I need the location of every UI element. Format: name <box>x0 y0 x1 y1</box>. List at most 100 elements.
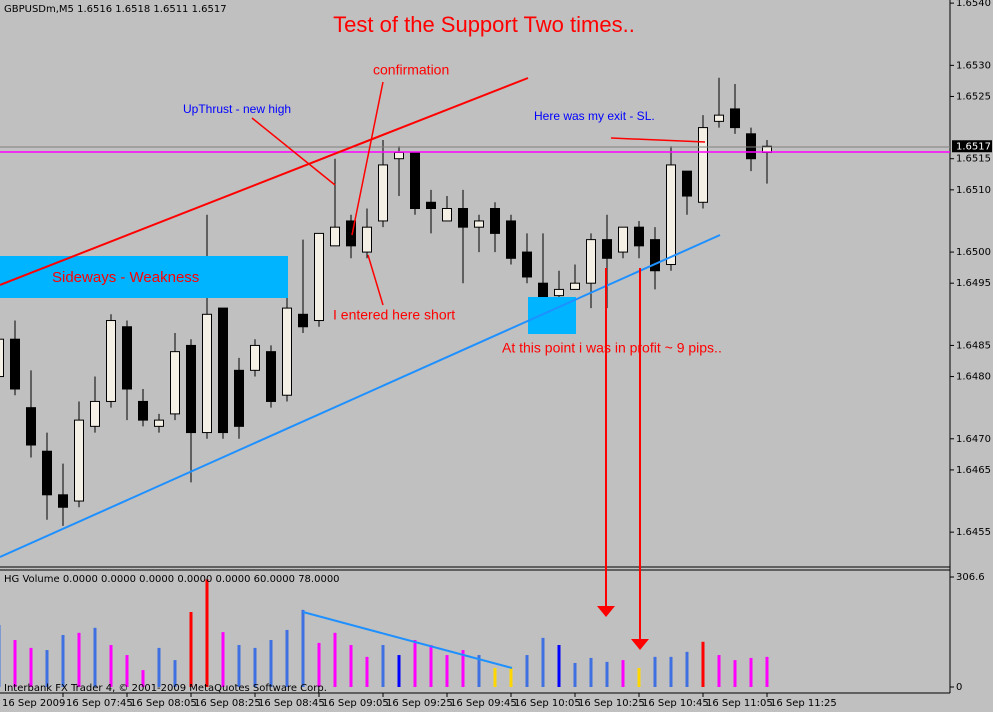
candle-body <box>170 351 180 415</box>
candle-body <box>122 326 132 390</box>
volume-bar <box>557 645 561 687</box>
volume-bar <box>573 662 577 687</box>
volume-bar <box>333 632 337 687</box>
x-tick-label: 16 Sep 08:45 <box>258 698 325 709</box>
volume-bar <box>493 667 497 687</box>
volume-bar <box>413 640 417 687</box>
x-tick-label: 16 Sep 10:45 <box>642 698 709 709</box>
pointer-line <box>351 81 384 236</box>
candle-body <box>458 208 468 228</box>
candle-body <box>506 220 516 259</box>
candle-body <box>202 313 212 434</box>
volume-bar <box>77 632 81 687</box>
candle-body <box>650 239 660 272</box>
pointer-line <box>610 137 706 143</box>
volume-bar <box>173 660 177 687</box>
volume-bar <box>701 641 705 687</box>
symbol-header: GBPUSDm,M5 1.6516 1.6518 1.6511 1.6517 <box>4 4 227 15</box>
candle-body <box>394 151 404 160</box>
candle-body <box>106 320 116 402</box>
y-tick-label: 1.6525 <box>956 91 991 102</box>
x-tick-label: 16 Sep 10:25 <box>578 698 645 709</box>
candle-body <box>426 201 436 210</box>
volume-bar <box>653 656 657 687</box>
volume-bar <box>253 647 257 687</box>
volume-bar <box>237 645 241 687</box>
candle-body <box>698 127 708 203</box>
annotation: At this point i was in profit ~ 9 pips.. <box>502 340 722 356</box>
volume-bar <box>301 609 305 687</box>
candle-body <box>234 369 244 427</box>
volume-bar <box>365 656 369 687</box>
volume-bar <box>765 656 769 687</box>
candle-body <box>554 288 564 297</box>
x-tick-label: 16 Sep 09:45 <box>450 698 517 709</box>
candle-body <box>42 450 52 496</box>
support-trendline <box>0 234 721 558</box>
candle-body <box>250 344 260 371</box>
volume-bar <box>685 651 689 687</box>
volume-bar <box>509 667 513 687</box>
volume-bar <box>381 645 385 687</box>
annotation: Sideways - Weakness <box>52 269 199 286</box>
candle-body <box>10 338 20 390</box>
price-tag <box>952 140 992 153</box>
y-tick-label: 1.6500 <box>956 247 991 258</box>
annotation: UpThrust - new high <box>183 102 291 116</box>
y-tick-label: 1.6510 <box>956 185 991 196</box>
y-tick-label: 1.6495 <box>956 278 991 289</box>
volume-bar <box>157 647 161 687</box>
arrow-head <box>597 606 615 617</box>
volume-bar <box>221 632 225 687</box>
volume-bar <box>317 642 321 687</box>
candle-body <box>666 164 676 266</box>
volume-bar <box>269 640 273 687</box>
volume-bar <box>541 637 545 687</box>
volume-bar <box>589 657 593 687</box>
candle-body <box>266 351 276 402</box>
volume-bar <box>29 647 33 687</box>
chart-title: Test of the Support Two times.. <box>333 12 635 37</box>
candle-body <box>490 208 500 234</box>
candle-body <box>746 133 756 160</box>
y-tick-label: 1.6530 <box>956 60 991 71</box>
footer: Interbank FX Trader 4, © 2001-2009 MetaQ… <box>4 683 327 694</box>
volume-bar <box>141 670 145 687</box>
candle-body <box>138 400 148 421</box>
candle-body <box>330 226 340 247</box>
candle-body <box>362 226 372 253</box>
volume-bar <box>93 627 97 687</box>
candle-body <box>26 407 36 446</box>
candle-body <box>586 239 596 284</box>
volume-bar <box>637 667 641 687</box>
candle-body <box>634 226 644 247</box>
candle-body <box>618 226 628 253</box>
candle-body <box>90 400 100 427</box>
current-price: 1.6517 <box>956 141 991 152</box>
volume-bar <box>445 655 449 687</box>
volume-bar <box>429 645 433 687</box>
volume-bar <box>125 655 129 687</box>
volume-bar <box>525 655 529 687</box>
y-tick-label: 1.6455 <box>956 527 991 538</box>
candle-body <box>570 282 580 290</box>
candle-body <box>442 208 452 222</box>
candle-body <box>58 494 68 508</box>
candle-body <box>154 419 164 427</box>
volume-bar <box>13 640 17 687</box>
volume-bar <box>205 579 209 687</box>
resistance-trendline <box>0 77 529 286</box>
pointer-line <box>367 254 384 306</box>
volume-bar <box>285 629 289 687</box>
pointer-line <box>251 117 336 186</box>
volume-bar <box>621 660 625 687</box>
candle-body <box>186 344 196 434</box>
volume-header: HG Volume 0.0000 0.0000 0.0000 0.0000 0.… <box>4 574 340 585</box>
y-tick-label: 1.6485 <box>956 340 991 351</box>
candle-body <box>218 307 228 434</box>
y-tick-label: 1.6470 <box>956 434 991 445</box>
y-tick-label: 306.6 <box>956 572 985 583</box>
x-tick-label: 16 Sep 11:25 <box>770 698 837 709</box>
x-tick-label: 16 Sep 2009 <box>2 698 65 709</box>
